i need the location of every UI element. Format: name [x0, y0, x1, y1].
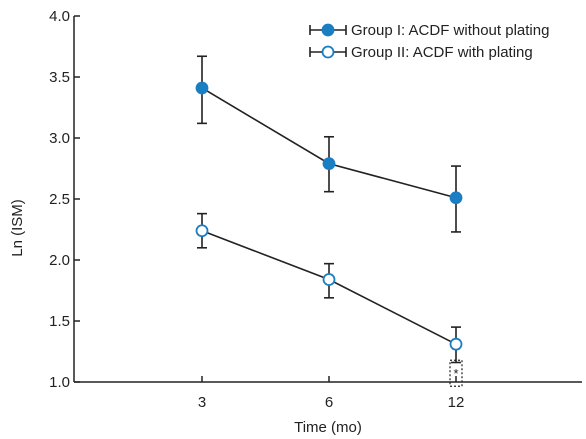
x-axis-title: Time (mo) — [294, 419, 362, 436]
y-tick-label: 3.0 — [49, 130, 70, 147]
data-point — [195, 81, 209, 95]
y-tick-label: 2.0 — [49, 252, 70, 269]
series-2 — [195, 212, 463, 364]
data-point — [322, 273, 336, 286]
data-point — [195, 224, 209, 238]
data-point — [322, 157, 336, 171]
y-tick-label: 3.5 — [49, 69, 70, 86]
legend-entry-1: Group I: ACDF without plating — [309, 22, 549, 39]
legend-marker — [321, 23, 335, 37]
y-tick-label: 4.0 — [49, 8, 70, 25]
annotation-box — [449, 359, 463, 387]
significance-annotation: * — [449, 359, 463, 387]
legend-entry-2: Group II: ACDF with plating — [309, 44, 533, 61]
legend-label: Group I: ACDF without plating — [351, 22, 549, 39]
x-tick-label: 3 — [198, 394, 206, 411]
annotation-text: * — [453, 366, 458, 381]
data-point — [449, 337, 463, 351]
series-1 — [195, 55, 463, 233]
legend-marker — [321, 45, 335, 59]
y-tick-label: 2.5 — [49, 191, 70, 208]
axes: 1.0 1.5 2.0 2.5 3.0 3.5 4.0 3 6 12 — [49, 8, 582, 411]
x-tick-label: 6 — [325, 394, 333, 411]
y-tick-label: 1.0 — [49, 374, 70, 391]
plot-area: * — [195, 55, 463, 387]
legend: Group I: ACDF without plating Group II: A… — [309, 22, 549, 61]
y-axis-title: Ln (ISM) — [9, 199, 26, 257]
data-point — [449, 191, 463, 205]
y-tick-label: 1.5 — [49, 313, 70, 330]
x-tick-label: 12 — [448, 394, 465, 411]
legend-label: Group II: ACDF with plating — [351, 44, 533, 61]
